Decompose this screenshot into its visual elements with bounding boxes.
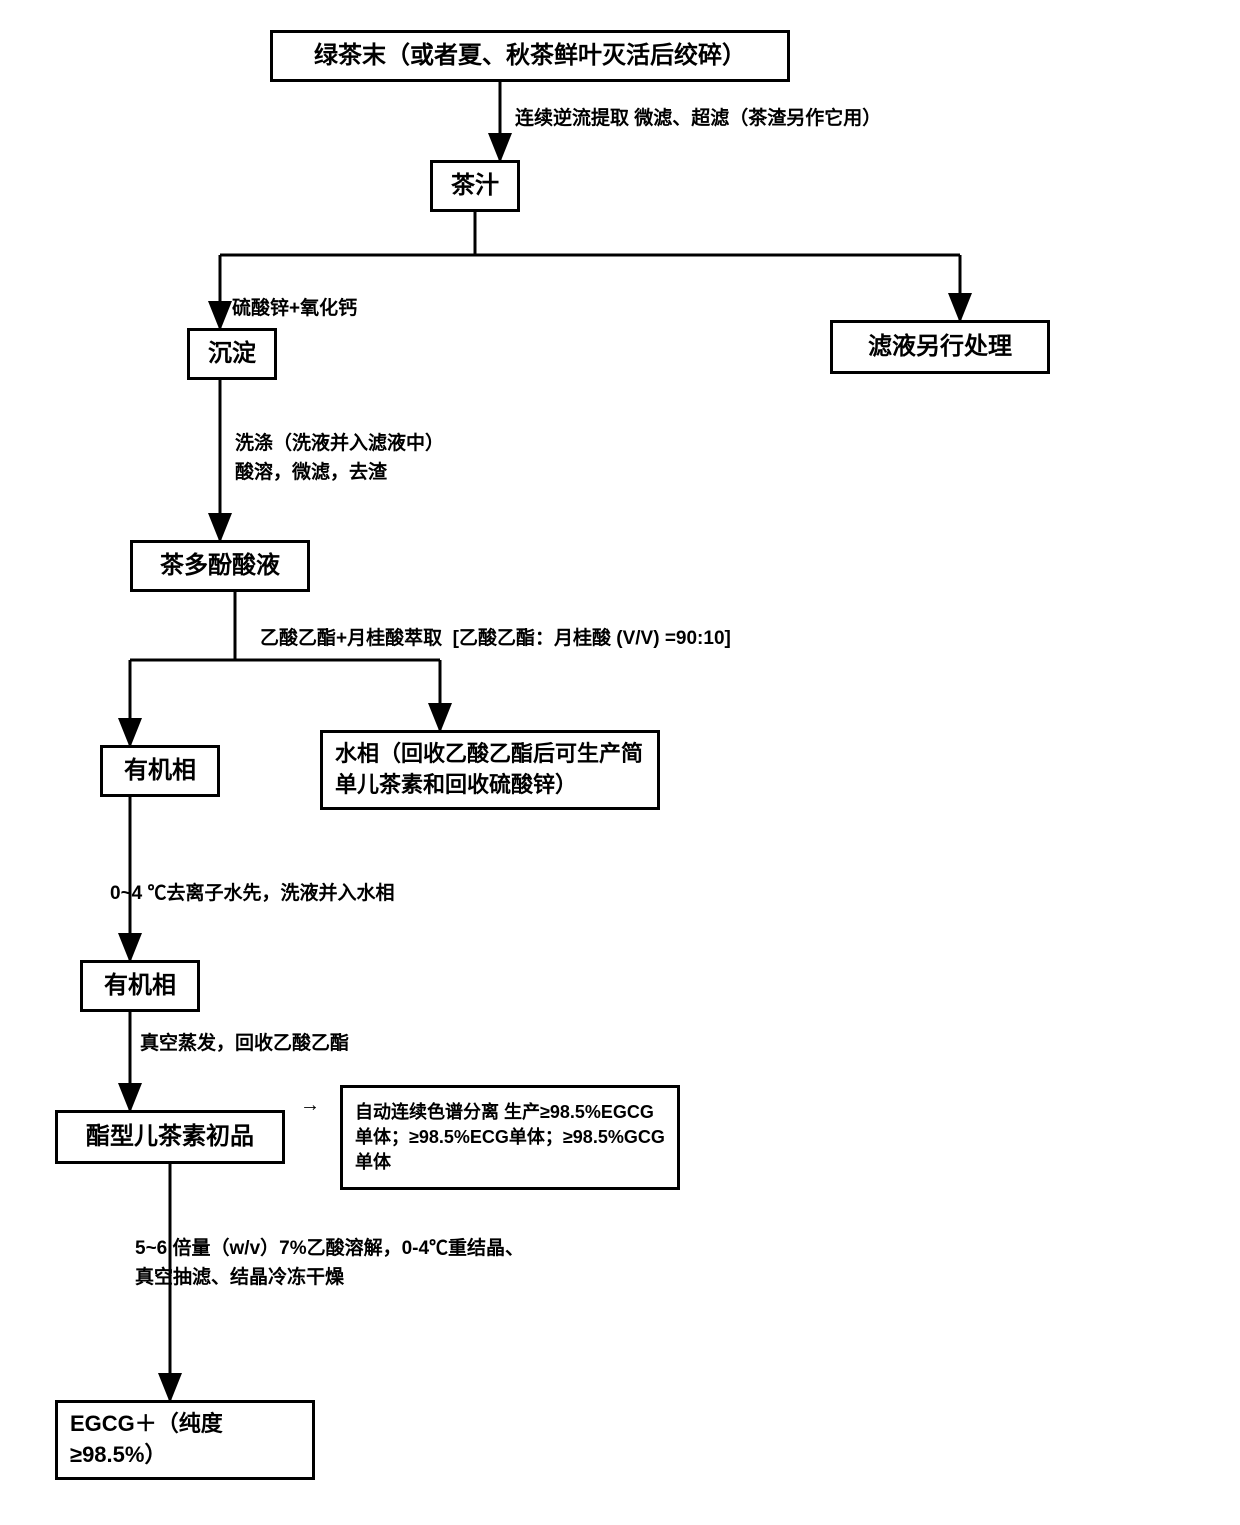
node-filtrate-handle: 滤液另行处理 (830, 320, 1050, 374)
label-zinc-calcium: 硫酸锌+氧化钙 (232, 295, 357, 324)
node-label: 沉淀 (208, 337, 256, 371)
node-egcg-product: EGCG＋（纯度≥98.5%） (55, 1400, 315, 1480)
label-ethyl-lauric: 乙酸乙酯+月桂酸萃取 [乙酸乙酯：月桂酸 (V/V) =90:10] (260, 625, 731, 654)
node-label: 有机相 (124, 754, 196, 788)
node-ester-catechin: 酯型儿茶素初品 (55, 1110, 285, 1164)
node-tea-juice: 茶汁 (430, 160, 520, 212)
node-raw-material: 绿茶末（或者夏、秋茶鲜叶灭活后绞碎） (270, 30, 790, 82)
node-label: 绿茶末（或者夏、秋茶鲜叶灭活后绞碎） (314, 39, 746, 73)
label-deionized: 0~4 ℃去离子水先，洗液并入水相 (110, 880, 395, 909)
node-label: 滤液另行处理 (868, 330, 1012, 364)
node-precipitate: 沉淀 (187, 328, 277, 380)
node-chromatography: 自动连续色谱分离 生产≥98.5%EGCG 单体；≥98.5%ECG单体；≥98… (340, 1085, 680, 1190)
label-extract: 连续逆流提取 微滤、超滤（茶渣另作它用） (515, 105, 881, 134)
node-label: 茶汁 (451, 169, 499, 203)
node-organic-phase-1: 有机相 (100, 745, 220, 797)
node-label: 茶多酚酸液 (160, 549, 280, 583)
label-arrow-small: → (300, 1090, 320, 1120)
label-recrystallize: 5~6 倍量（w/v）7%乙酸溶解，0-4℃重结晶、 真空抽滤、结晶冷冻干燥 (135, 1235, 524, 1292)
node-label: 自动连续色谱分离 生产≥98.5%EGCG 单体；≥98.5%ECG单体；≥98… (355, 1100, 665, 1176)
node-organic-phase-2: 有机相 (80, 960, 200, 1012)
node-aqueous-phase: 水相（回收乙酸乙酯后可生产简单儿茶素和回收硫酸锌） (320, 730, 660, 810)
node-label: 酯型儿茶素初品 (86, 1120, 254, 1154)
node-label: EGCG＋（纯度≥98.5%） (70, 1409, 300, 1471)
label-wash: 洗涤（洗液并入滤液中） 酸溶，微滤，去渣 (235, 430, 444, 487)
label-vacuum-evap: 真空蒸发，回收乙酸乙酯 (140, 1030, 349, 1059)
node-label: 有机相 (104, 969, 176, 1003)
node-polyphenol-acid: 茶多酚酸液 (130, 540, 310, 592)
node-label: 水相（回收乙酸乙酯后可生产简单儿茶素和回收硫酸锌） (335, 739, 645, 801)
